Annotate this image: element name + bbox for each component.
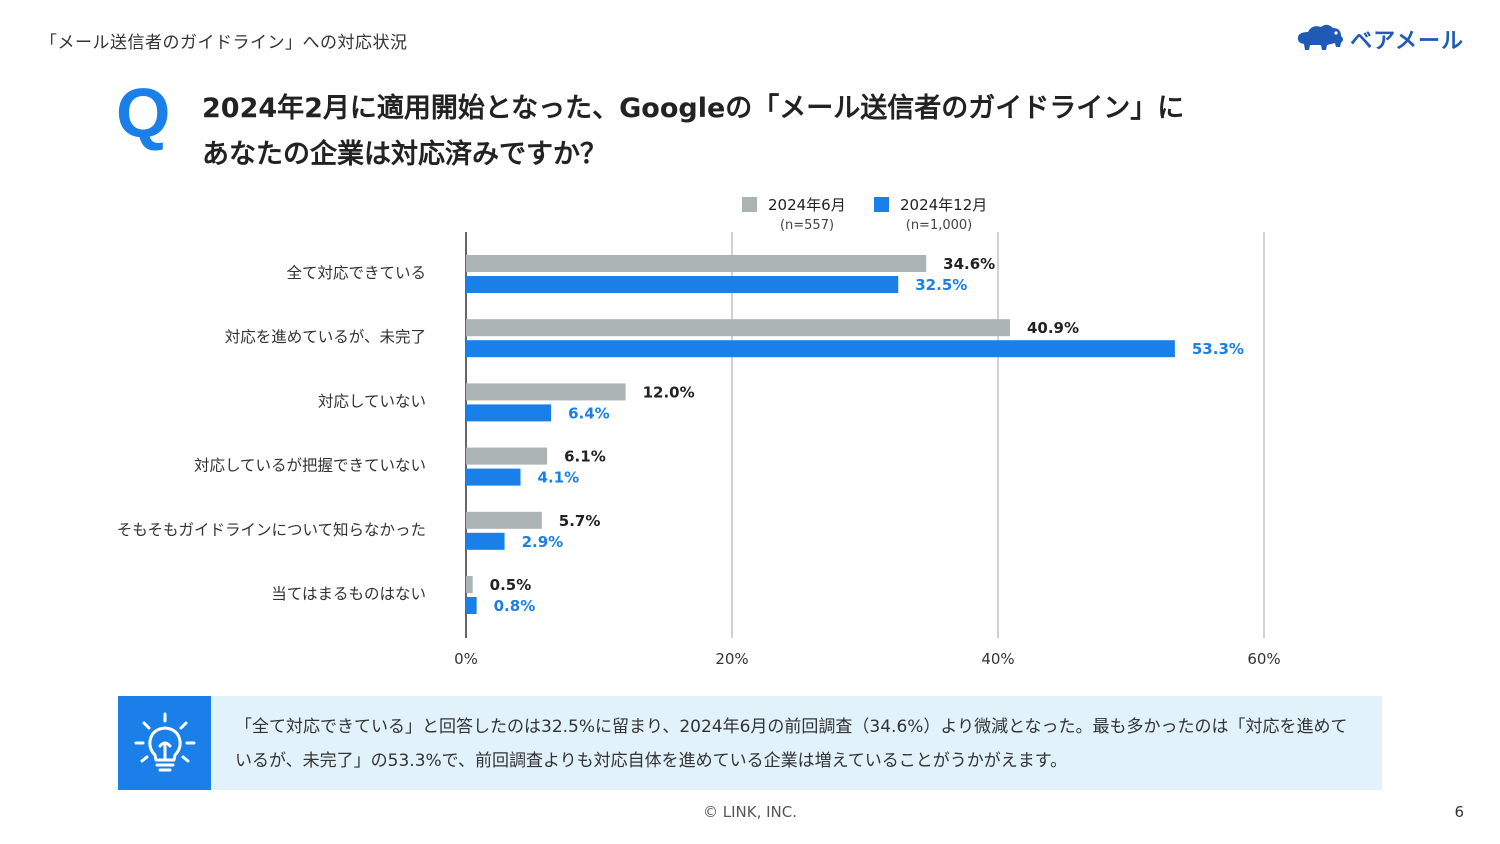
slide-header-title: 「メール送信者のガイドライン」への対応状況 bbox=[40, 33, 408, 53]
category-label: 対応しているが把握できていない bbox=[194, 457, 426, 475]
data-label: 6.1% bbox=[564, 448, 606, 466]
logo-text: ベアメール bbox=[1350, 29, 1464, 54]
insight-icon-box bbox=[118, 696, 211, 790]
question-line-2: あなたの企業は対応済みですか？ bbox=[202, 139, 607, 170]
bar bbox=[466, 383, 626, 401]
data-label: 2.9% bbox=[522, 533, 564, 551]
data-label: 12.0% bbox=[643, 383, 695, 401]
data-label: 5.7% bbox=[559, 512, 601, 530]
bar bbox=[466, 511, 542, 529]
legend-swatch bbox=[874, 197, 889, 212]
insight-text: 「全て対応できている」と回答したのは32.5%に留まり、2024年6月の前回調査… bbox=[235, 717, 1348, 771]
data-label: 6.4% bbox=[568, 404, 610, 422]
question-mark: Q bbox=[116, 74, 171, 152]
bar bbox=[466, 319, 1010, 337]
footer-copyright: © LINK, INC. bbox=[702, 803, 798, 821]
x-tick-label: 40% bbox=[981, 650, 1014, 668]
bar bbox=[466, 576, 473, 593]
data-label: 53.3% bbox=[1192, 340, 1244, 358]
lightbulb-icon bbox=[134, 712, 195, 772]
x-tick-label: 60% bbox=[1247, 650, 1280, 668]
data-label: 0.8% bbox=[494, 597, 536, 615]
legend-sample-size: (n=557) bbox=[780, 218, 834, 233]
bar bbox=[466, 276, 899, 293]
question-text: 2024年2月に適用開始となった、Googleの「メール送信者のガイドライン」に… bbox=[202, 86, 1302, 178]
page-number: 6 bbox=[1454, 803, 1464, 821]
question-line-1: 2024年2月に適用開始となった、Googleの「メール送信者のガイドライン」に bbox=[202, 93, 1185, 124]
data-label: 40.9% bbox=[1027, 319, 1079, 337]
brand-logo: ベアメール bbox=[1294, 22, 1464, 56]
bar bbox=[466, 255, 927, 272]
insight-box: 「全て対応できている」と回答したのは32.5%に留まり、2024年6月の前回調査… bbox=[118, 696, 1382, 790]
data-label: 34.6% bbox=[943, 255, 995, 273]
data-label: 32.5% bbox=[915, 276, 967, 294]
legend-label: 2024年6月 bbox=[768, 196, 846, 214]
bar-chart: 0% 20% 40% 60% 全て対応できている 34.6% 32.5% 対応を進めているが、… bbox=[117, 196, 1281, 668]
bar bbox=[466, 404, 552, 422]
legend-label: 2024年12月 bbox=[900, 196, 987, 214]
legend-sample-size: (n=1,000) bbox=[906, 218, 973, 233]
category-label: そもそもガイドラインについて知らなかった bbox=[117, 521, 426, 539]
category-label: 全て対応できている bbox=[286, 264, 426, 282]
bar bbox=[466, 340, 1175, 358]
x-tick-label: 0% bbox=[454, 650, 478, 668]
bar bbox=[466, 532, 505, 550]
bar bbox=[466, 597, 477, 614]
bar bbox=[466, 447, 548, 465]
category-label: 対応を進めているが、未完了 bbox=[225, 328, 426, 346]
category-label: 対応していない bbox=[318, 392, 426, 410]
bear-cloud-icon bbox=[1297, 24, 1344, 50]
category-label: 当てはまるものはない bbox=[271, 585, 426, 603]
legend-swatch bbox=[742, 197, 757, 212]
bar bbox=[466, 468, 521, 486]
data-label: 4.1% bbox=[538, 469, 580, 487]
x-tick-label: 20% bbox=[715, 650, 748, 668]
data-label: 0.5% bbox=[490, 576, 532, 594]
